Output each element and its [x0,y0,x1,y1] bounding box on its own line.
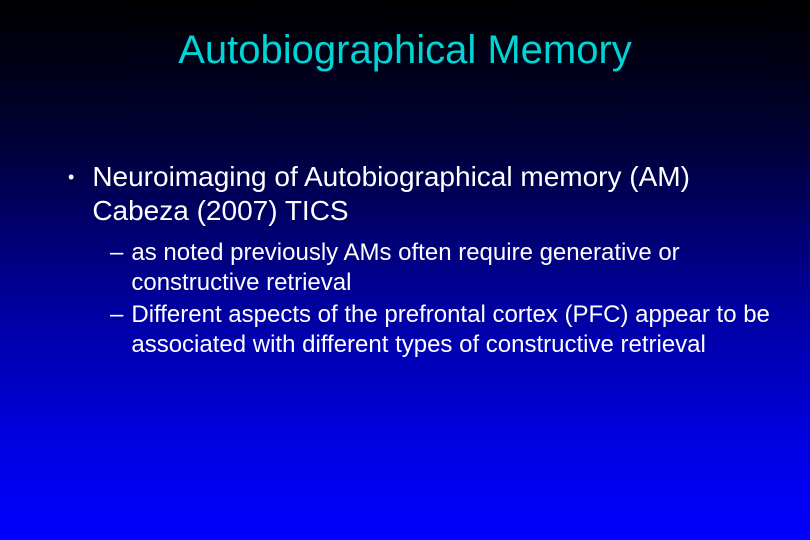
sub-bullet-marker: – [110,300,123,330]
slide-content: • Neuroimaging of Autobiographical memor… [68,160,770,362]
sub-bullet-item: – as noted previously AMs often require … [110,238,770,298]
bullet-text: Neuroimaging of Autobiographical memory … [92,160,770,228]
sub-bullet-text: as noted previously AMs often require ge… [131,238,770,298]
sub-bullet-marker: – [110,238,123,268]
bullet-item: • Neuroimaging of Autobiographical memor… [68,160,770,228]
sub-bullet-list: – as noted previously AMs often require … [110,238,770,360]
slide-title: Autobiographical Memory [0,0,810,73]
sub-bullet-item: – Different aspects of the prefrontal co… [110,300,770,360]
bullet-marker: • [68,160,74,194]
sub-bullet-text: Different aspects of the prefrontal cort… [131,300,770,360]
